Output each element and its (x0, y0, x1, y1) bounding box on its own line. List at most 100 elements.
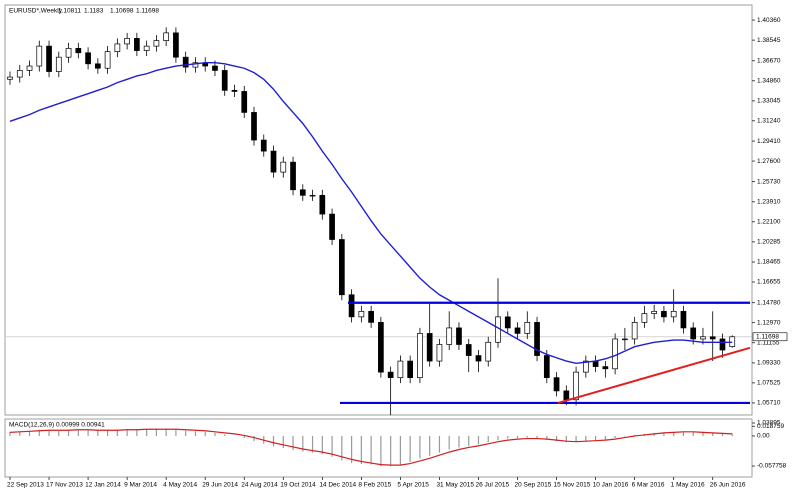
candle-body (514, 327, 521, 334)
candle-body (173, 32, 179, 58)
x-tick-label: 5 Apr 2015 (397, 482, 429, 489)
candle-body (16, 70, 23, 78)
header-high: 1.1183 (84, 8, 104, 15)
macd-label: MACD(12,26,9) 0.00999 0.00941 (9, 422, 105, 429)
y-tick-label: 1.03895 (757, 420, 781, 427)
y-tick-label: 0.00 (757, 433, 770, 440)
candle-body (397, 360, 404, 378)
candle-body (241, 91, 248, 113)
x-tick-label: 4 May 2014 (163, 482, 197, 489)
candle-body (417, 333, 423, 378)
y-tick-label: 1.12970 (757, 319, 781, 326)
y-tick-label: 1.29410 (757, 138, 781, 145)
candle-body (690, 327, 697, 340)
candle-body (26, 65, 33, 71)
candle-body (104, 51, 111, 69)
candle-body (368, 310, 374, 323)
trend-line (557, 346, 751, 404)
y-tick-label: 1.33045 (757, 98, 781, 105)
candle-body (475, 355, 482, 362)
macd-panel (4, 418, 753, 478)
y-tick-label: 1.23910 (757, 199, 781, 206)
candle-body (163, 32, 170, 41)
candle-body (456, 327, 462, 345)
x-tick-label: 26 Jun 2016 (710, 482, 746, 489)
candle-body (143, 45, 150, 51)
y-tick-label: 1.18465 (757, 259, 781, 266)
chart-title: EURUSD*,Weekly (9, 8, 63, 15)
candle-body (182, 56, 189, 68)
candle-body (709, 336, 716, 340)
main-panel (4, 4, 753, 416)
candle-body (348, 294, 355, 318)
candle-body (280, 161, 287, 173)
candle-body (270, 150, 277, 173)
candle-body (329, 213, 335, 240)
x-tick-label: 19 Oct 2014 (280, 482, 316, 489)
x-tick-label: 31 May 2015 (436, 482, 474, 489)
y-tick-label: 1.25730 (757, 178, 781, 185)
candle-body (7, 76, 13, 80)
candle-body (192, 62, 199, 68)
candle-body (251, 112, 257, 141)
candle-body (65, 47, 72, 58)
candle-body (436, 344, 443, 362)
candle-body (358, 310, 365, 318)
x-tick-label: 1 May 2016 (671, 482, 705, 489)
y-tick-label: 1.34860 (757, 78, 781, 85)
candle-body (465, 344, 472, 356)
y-tick-label: 1.27600 (757, 158, 781, 165)
candle-body (231, 89, 238, 92)
candle-body (700, 336, 706, 340)
candle-body (124, 38, 130, 45)
candle-body (553, 377, 560, 392)
current-price-box (752, 332, 788, 342)
candle-body (485, 341, 492, 362)
candle-body (134, 38, 140, 51)
x-tick-label: 29 Jun 2014 (202, 482, 238, 489)
candle-body (524, 322, 531, 334)
x-tick-label: 22 Sep 2013 (7, 482, 44, 489)
x-tick-label: 15 Nov 2015 (554, 482, 591, 489)
candle-body (582, 360, 589, 373)
candle-body (543, 355, 550, 378)
current-price-label: 1.11698 (756, 333, 779, 340)
candle-body (378, 322, 384, 373)
y-tick-label: 1.05710 (757, 400, 781, 407)
x-tick-label: 9 Mar 2014 (124, 482, 157, 489)
candle-body (719, 338, 726, 351)
moving-average (9, 62, 733, 364)
header-low: 1.10698 (110, 8, 134, 15)
candle-body (338, 239, 345, 296)
candle-body (651, 310, 658, 314)
candle-body (612, 338, 618, 370)
candle-body (290, 161, 296, 191)
candle-body (36, 45, 43, 67)
y-tick-label: 1.20285 (757, 239, 781, 246)
y-tick-label: 1.22100 (757, 219, 781, 226)
y-tick-label: 1.40360 (757, 17, 781, 24)
candle-body (407, 360, 414, 378)
y-tick-label: 1.31240 (757, 118, 781, 125)
candle-body (504, 316, 511, 329)
candle-body (670, 310, 677, 318)
candle-body (661, 310, 667, 318)
candle-body (631, 322, 638, 340)
x-tick-label: 12 Jan 2014 (85, 482, 121, 489)
y-tick-label: 1.11155 (757, 339, 780, 346)
candle-body (680, 310, 687, 329)
y-tick-label: 1.14780 (757, 299, 781, 306)
x-tick-label: 6 Mar 2016 (632, 482, 665, 489)
candle-body (573, 371, 579, 401)
candle-body (212, 65, 218, 71)
candle-body (387, 371, 394, 378)
candle-body (319, 194, 326, 215)
y-tick-label: 1.38545 (757, 37, 781, 44)
candle-body (641, 313, 648, 323)
candle-body (75, 47, 82, 54)
y-tick-label: -0.057758 (757, 463, 787, 470)
candle-body (563, 390, 570, 401)
candle-body (426, 333, 433, 362)
x-tick-label: 14 Dec 2014 (319, 482, 356, 489)
